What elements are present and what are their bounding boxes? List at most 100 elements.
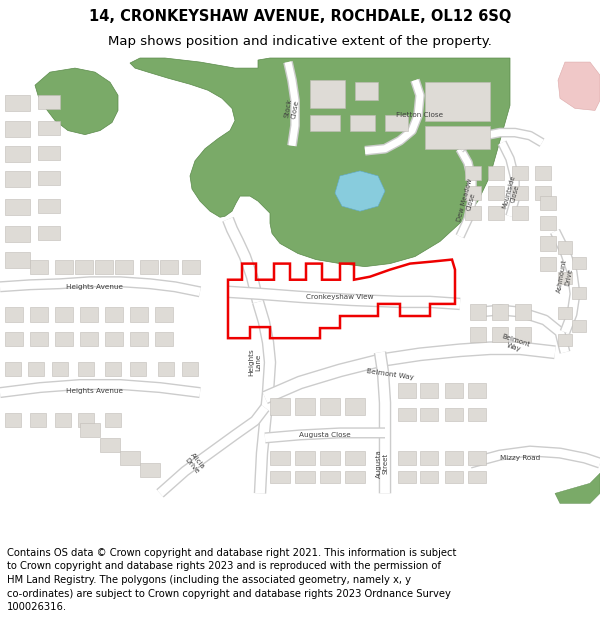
Polygon shape [465,206,481,220]
Polygon shape [540,256,556,271]
Polygon shape [540,216,556,231]
Polygon shape [155,307,173,322]
Text: Mountside
Close: Mountside Close [501,175,523,211]
Polygon shape [558,334,572,346]
Polygon shape [130,307,148,322]
Polygon shape [488,166,504,180]
Polygon shape [80,332,98,346]
Polygon shape [398,451,416,465]
Polygon shape [130,332,148,346]
Polygon shape [38,226,60,241]
Polygon shape [55,412,71,427]
Polygon shape [5,146,30,162]
Polygon shape [5,199,30,215]
Polygon shape [115,259,133,274]
Text: Heights Avenue: Heights Avenue [67,284,124,290]
Polygon shape [182,259,200,274]
Polygon shape [540,236,556,251]
Polygon shape [425,126,490,149]
Polygon shape [420,451,438,465]
Polygon shape [468,471,486,483]
Polygon shape [80,423,100,437]
Polygon shape [345,471,365,483]
Polygon shape [385,116,408,131]
Polygon shape [445,451,463,465]
Polygon shape [270,471,290,483]
Polygon shape [515,327,531,342]
Polygon shape [398,471,416,483]
Polygon shape [398,408,416,421]
Polygon shape [535,166,551,180]
Polygon shape [105,412,121,427]
Polygon shape [420,408,438,421]
Polygon shape [468,451,486,465]
Polygon shape [120,451,140,465]
Polygon shape [445,471,463,483]
Polygon shape [55,307,73,322]
Polygon shape [140,463,160,478]
Polygon shape [558,241,572,254]
Polygon shape [155,332,173,346]
Text: Contains OS data © Crown copyright and database right 2021. This information is : Contains OS data © Crown copyright and d… [7,548,457,612]
Polygon shape [160,259,178,274]
Polygon shape [140,259,158,274]
Polygon shape [468,382,486,398]
Polygon shape [295,398,315,415]
Polygon shape [130,362,146,376]
Polygon shape [425,82,490,121]
Polygon shape [558,272,572,284]
Text: Alicia
Drive: Alicia Drive [184,452,206,474]
Polygon shape [5,362,21,376]
Polygon shape [465,166,481,180]
Polygon shape [55,332,73,346]
Polygon shape [535,186,551,200]
Polygon shape [470,327,486,342]
Polygon shape [540,196,556,210]
Polygon shape [30,259,48,274]
Polygon shape [558,62,600,111]
Text: Mizzy Road: Mizzy Road [500,455,540,461]
Polygon shape [572,320,586,332]
Polygon shape [420,471,438,483]
Polygon shape [105,332,123,346]
Polygon shape [515,304,531,320]
Text: Belmont Way: Belmont Way [366,368,414,381]
Polygon shape [320,398,340,415]
Text: Ashmount
Drive: Ashmount Drive [556,259,574,294]
Polygon shape [158,362,174,376]
Polygon shape [572,287,586,299]
Polygon shape [100,438,120,452]
Polygon shape [38,95,60,109]
Text: Map shows position and indicative extent of the property.: Map shows position and indicative extent… [108,35,492,48]
Polygon shape [470,304,486,320]
Text: Augusta
Street: Augusta Street [376,449,389,478]
Polygon shape [52,362,68,376]
Polygon shape [310,116,340,131]
Polygon shape [35,68,118,134]
Polygon shape [95,259,113,274]
Polygon shape [75,259,93,274]
Polygon shape [38,171,60,185]
Polygon shape [512,206,528,220]
Polygon shape [512,186,528,200]
Polygon shape [30,307,48,322]
Text: Augusta Close: Augusta Close [299,432,351,438]
Polygon shape [465,186,481,200]
Polygon shape [555,473,600,504]
Polygon shape [182,362,198,376]
Polygon shape [468,408,486,421]
Polygon shape [320,451,340,465]
Polygon shape [5,121,30,137]
Polygon shape [335,171,385,211]
Polygon shape [350,116,375,131]
Polygon shape [38,121,60,134]
Polygon shape [5,412,21,427]
Polygon shape [55,259,73,274]
Polygon shape [80,307,98,322]
Polygon shape [5,332,23,346]
Polygon shape [28,362,44,376]
Polygon shape [445,382,463,398]
Text: Dew Meadow
Close: Dew Meadow Close [456,178,480,224]
Polygon shape [295,471,315,483]
Polygon shape [492,304,508,320]
